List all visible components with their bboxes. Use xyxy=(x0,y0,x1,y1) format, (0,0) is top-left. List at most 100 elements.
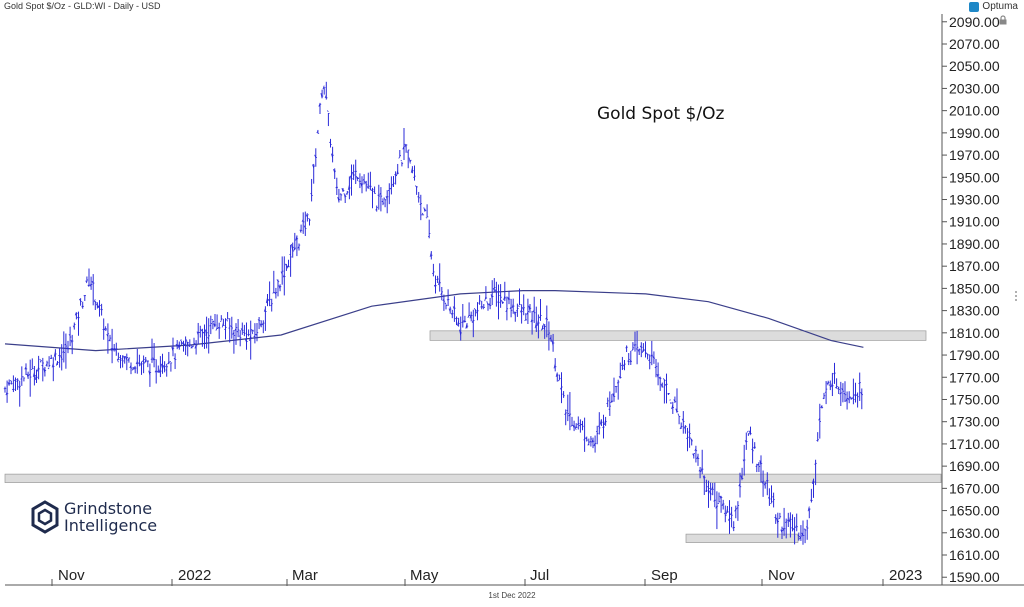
price-bar-open xyxy=(597,425,600,427)
price-bar xyxy=(627,353,630,366)
lock-icon[interactable] xyxy=(998,15,1008,25)
price-bar xyxy=(89,276,93,290)
price-bar-open xyxy=(320,93,323,99)
price-bar-open xyxy=(274,292,277,295)
price-bar xyxy=(10,380,13,385)
price-bar-open xyxy=(782,528,785,532)
price-bar-open xyxy=(32,372,35,378)
price-bar-open xyxy=(335,186,338,189)
chart-title: Gold Spot $/Oz xyxy=(597,104,725,124)
price-bar xyxy=(83,294,86,301)
grindstone-hex-logo-icon xyxy=(31,500,59,534)
price-bar xyxy=(171,337,175,357)
price-bar xyxy=(299,224,303,233)
price-bar xyxy=(562,391,565,398)
price-bar xyxy=(232,329,236,354)
price-bar-open xyxy=(509,306,512,309)
price-bar xyxy=(765,472,769,496)
price-bar xyxy=(459,316,462,341)
y-tick-label: 1630.00 xyxy=(949,525,1000,541)
price-bar xyxy=(427,219,431,239)
price-bar xyxy=(230,316,233,339)
y-tick-label: 1670.00 xyxy=(949,480,1000,496)
price-bar xyxy=(64,333,68,369)
price-bar xyxy=(545,305,548,338)
price-bar-open xyxy=(620,364,623,367)
price-bar xyxy=(394,171,397,185)
price-bar-open xyxy=(530,318,533,323)
price-bar xyxy=(446,289,450,307)
price-bar-open xyxy=(717,502,720,505)
price-bar-open xyxy=(7,382,10,386)
price-bar xyxy=(221,318,225,328)
price-bar-open xyxy=(482,306,485,310)
price-bar-open xyxy=(742,459,745,462)
price-bar-open xyxy=(513,311,516,316)
moving-average-line xyxy=(4,290,864,352)
price-bar xyxy=(417,191,420,203)
price-bar xyxy=(97,300,101,317)
price-bar-open xyxy=(459,329,462,336)
price-bar xyxy=(406,149,410,169)
resize-handle-icon[interactable] xyxy=(1013,289,1019,303)
price-bar-open xyxy=(557,379,560,382)
price-bar xyxy=(163,361,166,373)
price-bar-open xyxy=(635,348,638,350)
price-bar xyxy=(578,419,582,433)
price-bar xyxy=(810,488,813,503)
price-bar xyxy=(574,423,578,430)
price-bar-open xyxy=(415,185,417,188)
price-bar-open xyxy=(389,187,392,190)
price-bar xyxy=(698,466,702,479)
price-bar-open xyxy=(26,373,29,379)
price-bar-open xyxy=(121,358,123,360)
price-bar xyxy=(51,357,55,382)
price-bar xyxy=(234,323,238,345)
price-bar xyxy=(532,296,536,323)
price-bar-open xyxy=(507,297,510,301)
price-bar-open xyxy=(55,361,58,366)
price-bar xyxy=(100,303,103,316)
price-bar-open xyxy=(721,503,724,506)
price-bar-open xyxy=(171,346,174,352)
price-bar-open xyxy=(501,300,504,304)
price-bar-open xyxy=(263,308,266,312)
price-bar-open xyxy=(240,328,243,331)
price-bar xyxy=(669,399,672,404)
price-bar xyxy=(591,437,595,449)
price-bar xyxy=(62,331,65,363)
price-bar xyxy=(650,340,653,366)
price-bar xyxy=(68,326,72,347)
price-bar-open xyxy=(772,496,774,498)
price-bar xyxy=(530,310,534,335)
price-bar xyxy=(429,251,433,260)
price-bar xyxy=(259,320,263,328)
price-bar-open xyxy=(125,356,128,361)
price-bar xyxy=(845,391,849,410)
price-bar-open xyxy=(41,364,44,367)
price-bar xyxy=(816,432,819,442)
y-tick-label: 1610.00 xyxy=(949,547,1000,563)
price-bar-open xyxy=(528,305,531,312)
price-bar-open xyxy=(631,348,634,352)
price-bar-open xyxy=(34,373,37,381)
price-bar xyxy=(549,334,553,342)
price-bar xyxy=(646,352,649,360)
price-bar-open xyxy=(851,397,854,400)
x-tick-label: 2023 xyxy=(889,567,922,584)
y-tick-label: 1770.00 xyxy=(949,369,1000,385)
x-tick-label: Sep xyxy=(651,567,678,584)
price-bar xyxy=(263,306,267,331)
price-bar-open xyxy=(108,338,111,342)
price-bar xyxy=(135,348,139,374)
price-bar-open xyxy=(261,323,264,326)
price-bar xyxy=(492,278,496,293)
price-bar xyxy=(265,293,269,307)
price-bar-open xyxy=(694,448,697,451)
price-bar-open xyxy=(58,355,60,357)
price-bar-open xyxy=(788,516,791,522)
price-bar xyxy=(297,243,301,251)
price-bar-open xyxy=(429,252,432,257)
price-bar xyxy=(247,329,250,337)
price-bar-open xyxy=(711,486,714,491)
